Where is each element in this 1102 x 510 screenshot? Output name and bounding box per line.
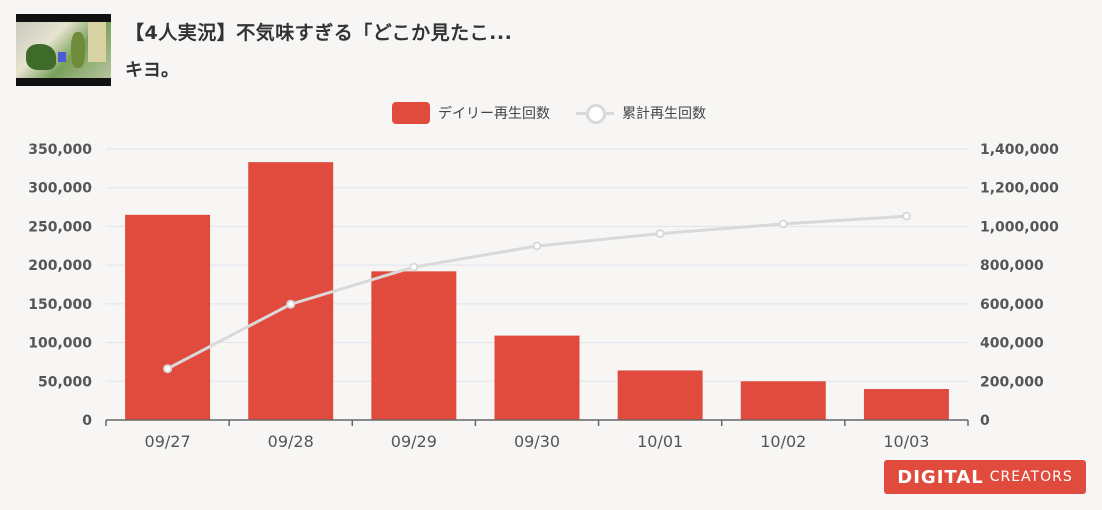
line-point [901,211,911,221]
logo-main-text: DIGITAL [897,466,984,488]
y-right-tick-label: 0 [980,413,990,429]
line-point [163,364,173,374]
video-title[interactable]: 【4人実況】不気味すぎる「どこか見たこ... [125,22,513,44]
y-right-tick-label: 1,400,000 [980,142,1059,158]
bar [863,389,949,420]
bar [494,335,580,420]
line-point [286,299,296,309]
y-right-tick-label: 1,000,000 [980,219,1059,235]
legend-label-daily: デイリー再生回数 [438,106,550,122]
channel-name: キヨ。 [125,60,179,81]
y-right-tick-label: 200,000 [980,374,1044,390]
legend-line-swatch [576,102,614,124]
y-right-tick-label: 800,000 [980,258,1044,274]
x-tick-label: 10/02 [760,432,806,451]
y-right-tick-label: 600,000 [980,297,1044,313]
line-point [655,229,665,239]
legend-label-total: 累計再生回数 [622,106,706,122]
line-point [532,241,542,251]
bar [371,271,457,420]
y-left-tick-label: 200,000 [28,258,92,274]
y-left-tick-label: 300,000 [28,181,92,197]
x-tick-label: 09/27 [145,432,191,451]
y-left-tick-label: 0 [82,413,92,429]
x-tick-label: 09/29 [391,432,437,451]
x-tick-label: 09/30 [514,432,560,451]
video-header: 【4人実況】不気味すぎる「どこか見たこ... キヨ。 [16,14,716,88]
logo-sub-text: CREATORS [989,469,1073,485]
video-thumbnail[interactable] [16,14,111,86]
y-left-tick-label: 150,000 [28,297,92,313]
line-point [409,262,419,272]
y-right-tick-label: 400,000 [980,336,1044,352]
x-tick-label: 10/01 [637,432,683,451]
y-left-tick-label: 250,000 [28,219,92,235]
legend-item-daily[interactable]: デイリー再生回数 [392,102,550,124]
bar [125,214,211,420]
bar [248,162,334,421]
x-tick-label: 10/03 [883,432,929,451]
x-tick-label: 09/28 [268,432,314,451]
line-point [778,219,788,229]
y-left-tick-label: 100,000 [28,336,92,352]
y-right-tick-label: 1,200,000 [980,181,1059,197]
legend-bar-swatch [392,102,430,124]
y-left-tick-label: 50,000 [38,374,92,390]
digital-creators-logo: DIGITAL CREATORS [884,460,1086,494]
y-left-tick-label: 350,000 [28,142,92,158]
legend-item-total[interactable]: 累計再生回数 [576,102,706,124]
bar [740,381,826,420]
bar [617,370,703,420]
